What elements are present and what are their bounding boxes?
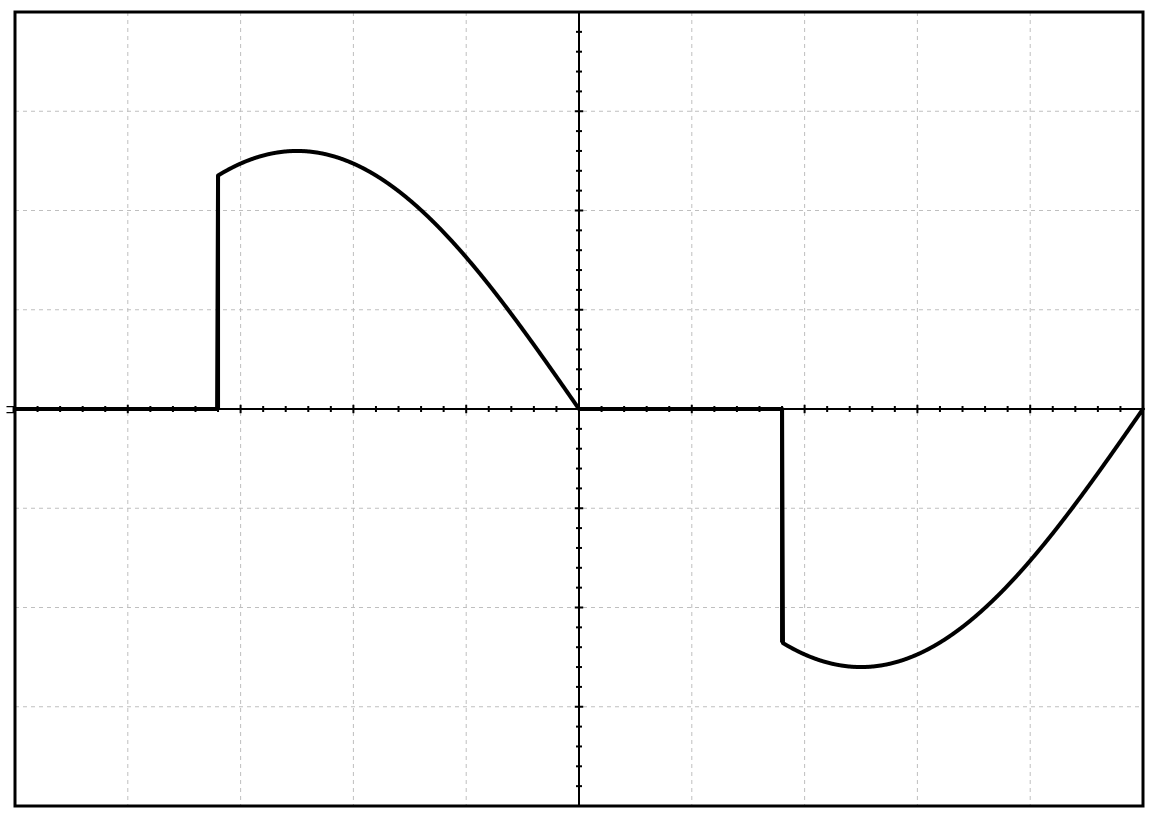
oscilloscope-svg: ⊐ <box>0 0 1156 822</box>
oscilloscope-plot: ⊐ <box>0 0 1156 822</box>
svg-text:⊐: ⊐ <box>6 402 14 418</box>
